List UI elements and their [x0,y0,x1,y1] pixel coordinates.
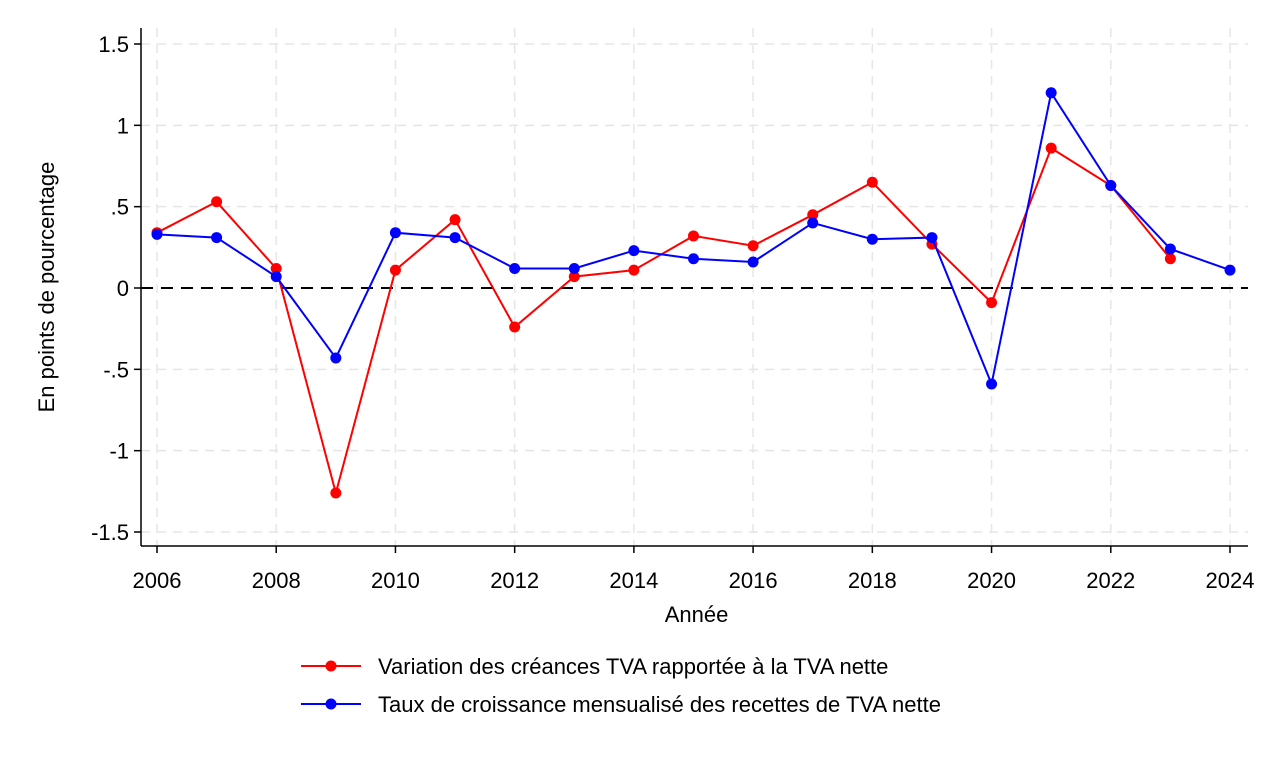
data-point [509,321,521,333]
legend-item-1: Variation des créances TVA rapportée à l… [301,654,888,679]
data-point [568,271,580,283]
data-point [270,262,282,274]
y-tick-label: 1.5 [98,32,129,57]
data-point [1164,243,1176,255]
data-point [688,253,699,265]
data-point [389,264,401,276]
series-layer [151,87,1236,499]
data-point [389,227,401,239]
data-point [807,217,819,229]
legend-swatch-marker [325,698,337,710]
data-point [211,232,223,244]
data-point [1105,180,1117,192]
data-point [568,262,580,274]
data-point [926,232,938,244]
data-point [330,487,342,499]
x-tick-label: 2016 [729,568,778,593]
data-point [151,228,163,240]
y-axis-title: En points de pourcentage [34,162,59,413]
data-point [747,256,759,268]
data-point [807,209,819,221]
x-axis-title: Année [665,602,729,627]
data-point [449,232,461,244]
y-tick-label: 1 [117,113,129,138]
series-1 [151,142,1176,499]
x-tick-label: 2018 [848,568,897,593]
x-tick-label: 2014 [609,568,658,593]
series-2 [151,87,1236,390]
x-tick-label: 2012 [490,568,539,593]
data-point [1045,87,1057,99]
data-point [270,271,282,283]
y-tick-label: -.5 [103,357,129,382]
y-tick-label: .5 [111,195,129,220]
plot-area [140,28,1248,547]
data-point [688,230,699,242]
x-tick-label: 2024 [1206,568,1255,593]
x-tick-label: 2008 [252,568,301,593]
data-point [330,352,342,364]
x-axis-ticks: 2006 2008 2010 2012 2014 2016 2018 2020 2022 2024 [133,546,1255,593]
data-point [1224,264,1236,276]
y-tick-label: -1.5 [91,520,129,545]
y-tick-label: 0 [117,276,129,301]
legend-item-2: Taux de croissance mensualisé des recett… [301,692,941,717]
data-point [747,240,759,252]
legend-swatch-marker [325,660,337,672]
data-point [1164,253,1176,265]
x-tick-label: 2006 [133,568,182,593]
data-point [211,196,223,208]
data-point [1045,142,1057,154]
axes [140,28,1248,547]
data-point [986,378,998,390]
x-tick-label: 2010 [371,568,420,593]
data-point [628,264,640,276]
x-tick-label: 2020 [967,568,1016,593]
data-point [509,262,521,274]
y-axis-ticks: -1.5 -1 -.5 0 .5 1 1.5 [91,32,141,545]
series-line [156,146,1172,497]
x-tick-label: 2022 [1086,568,1135,593]
y-tick-label: -1 [109,439,129,464]
legend: Variation des créances TVA rapportée à l… [301,654,941,717]
data-point [866,233,878,245]
legend-label: Variation des créances TVA rapportée à l… [378,654,888,679]
legend-label: Taux de croissance mensualisé des recett… [378,692,941,717]
data-point [986,297,998,309]
data-point [866,176,878,188]
data-point [449,214,461,226]
data-point [628,245,640,257]
